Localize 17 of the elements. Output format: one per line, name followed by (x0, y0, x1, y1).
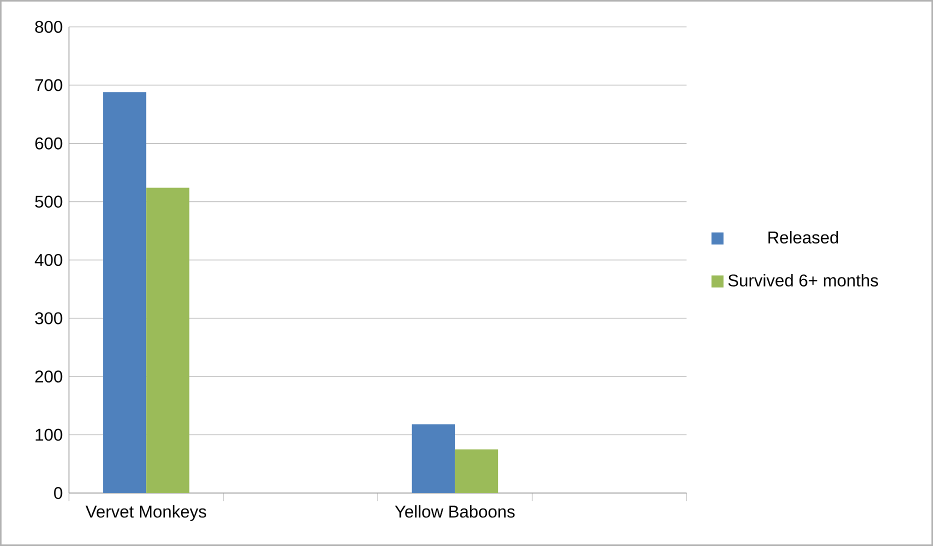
bar (412, 424, 455, 494)
x-tick-label: Yellow Baboons (395, 505, 515, 518)
legend-label: Survived 6+ months (728, 274, 878, 287)
text: Released (768, 231, 838, 244)
y-tick-label: 600 (35, 137, 62, 150)
y-tick-label: 0 (54, 487, 62, 500)
bar (103, 92, 146, 494)
y-tick-label: 700 (35, 79, 62, 92)
bar (454, 449, 498, 494)
y-tick-label: 200 (35, 370, 62, 383)
y-tick-label: 400 (34, 254, 62, 266)
bar (146, 188, 190, 494)
y-tick-label: 100 (36, 428, 62, 441)
x-tick-label: Vervet Monkeys (86, 505, 206, 522)
y-tick-label: 300 (35, 312, 62, 324)
y-tick-label: 800 (35, 20, 62, 33)
y-tick-label: 500 (35, 196, 62, 208)
